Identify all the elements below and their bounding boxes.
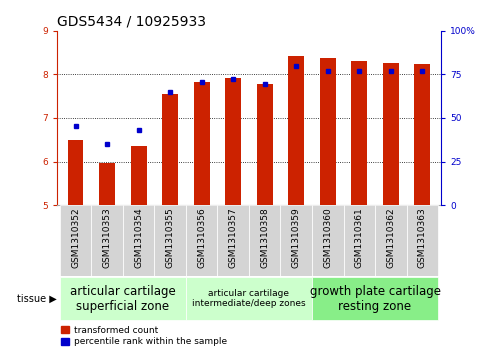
Bar	[352, 61, 367, 205]
Bar	[123, 205, 154, 276]
Text: GSM1310360: GSM1310360	[323, 207, 332, 268]
Bar	[68, 140, 83, 205]
Bar	[225, 78, 241, 205]
Bar	[415, 64, 430, 205]
Bar	[249, 205, 281, 276]
Text: GSM1310361: GSM1310361	[355, 207, 364, 268]
Bar	[99, 163, 115, 205]
Text: tissue ▶: tissue ▶	[17, 294, 57, 303]
Bar	[186, 277, 312, 320]
Text: growth plate cartilage
resting zone: growth plate cartilage resting zone	[310, 285, 441, 313]
Bar	[60, 277, 186, 320]
Text: GSM1310359: GSM1310359	[292, 207, 301, 268]
Text: GDS5434 / 10925933: GDS5434 / 10925933	[57, 14, 206, 28]
Text: GSM1310362: GSM1310362	[387, 207, 395, 268]
Bar	[131, 146, 146, 205]
Text: GSM1310354: GSM1310354	[134, 207, 143, 268]
Bar	[375, 205, 407, 276]
Bar	[320, 58, 336, 205]
Bar	[162, 94, 178, 205]
Bar	[312, 205, 344, 276]
Bar	[344, 205, 375, 276]
Bar	[91, 205, 123, 276]
Text: GSM1310358: GSM1310358	[260, 207, 269, 268]
Bar	[217, 205, 249, 276]
Bar	[312, 277, 438, 320]
Text: GSM1310355: GSM1310355	[166, 207, 175, 268]
Text: GSM1310363: GSM1310363	[418, 207, 427, 268]
Bar	[383, 63, 399, 205]
Bar	[60, 205, 91, 276]
Text: GSM1310356: GSM1310356	[197, 207, 206, 268]
Bar	[407, 205, 438, 276]
Text: articular cartilage
superficial zone: articular cartilage superficial zone	[70, 285, 176, 313]
Bar	[288, 56, 304, 205]
Text: articular cartilage
intermediate/deep zones: articular cartilage intermediate/deep zo…	[192, 289, 306, 308]
Bar	[154, 205, 186, 276]
Legend: transformed count, percentile rank within the sample: transformed count, percentile rank withi…	[61, 326, 227, 346]
Bar	[257, 84, 273, 205]
Bar	[281, 205, 312, 276]
Text: GSM1310353: GSM1310353	[103, 207, 111, 268]
Text: GSM1310352: GSM1310352	[71, 207, 80, 268]
Text: GSM1310357: GSM1310357	[229, 207, 238, 268]
Bar	[186, 205, 217, 276]
Bar	[194, 82, 210, 205]
